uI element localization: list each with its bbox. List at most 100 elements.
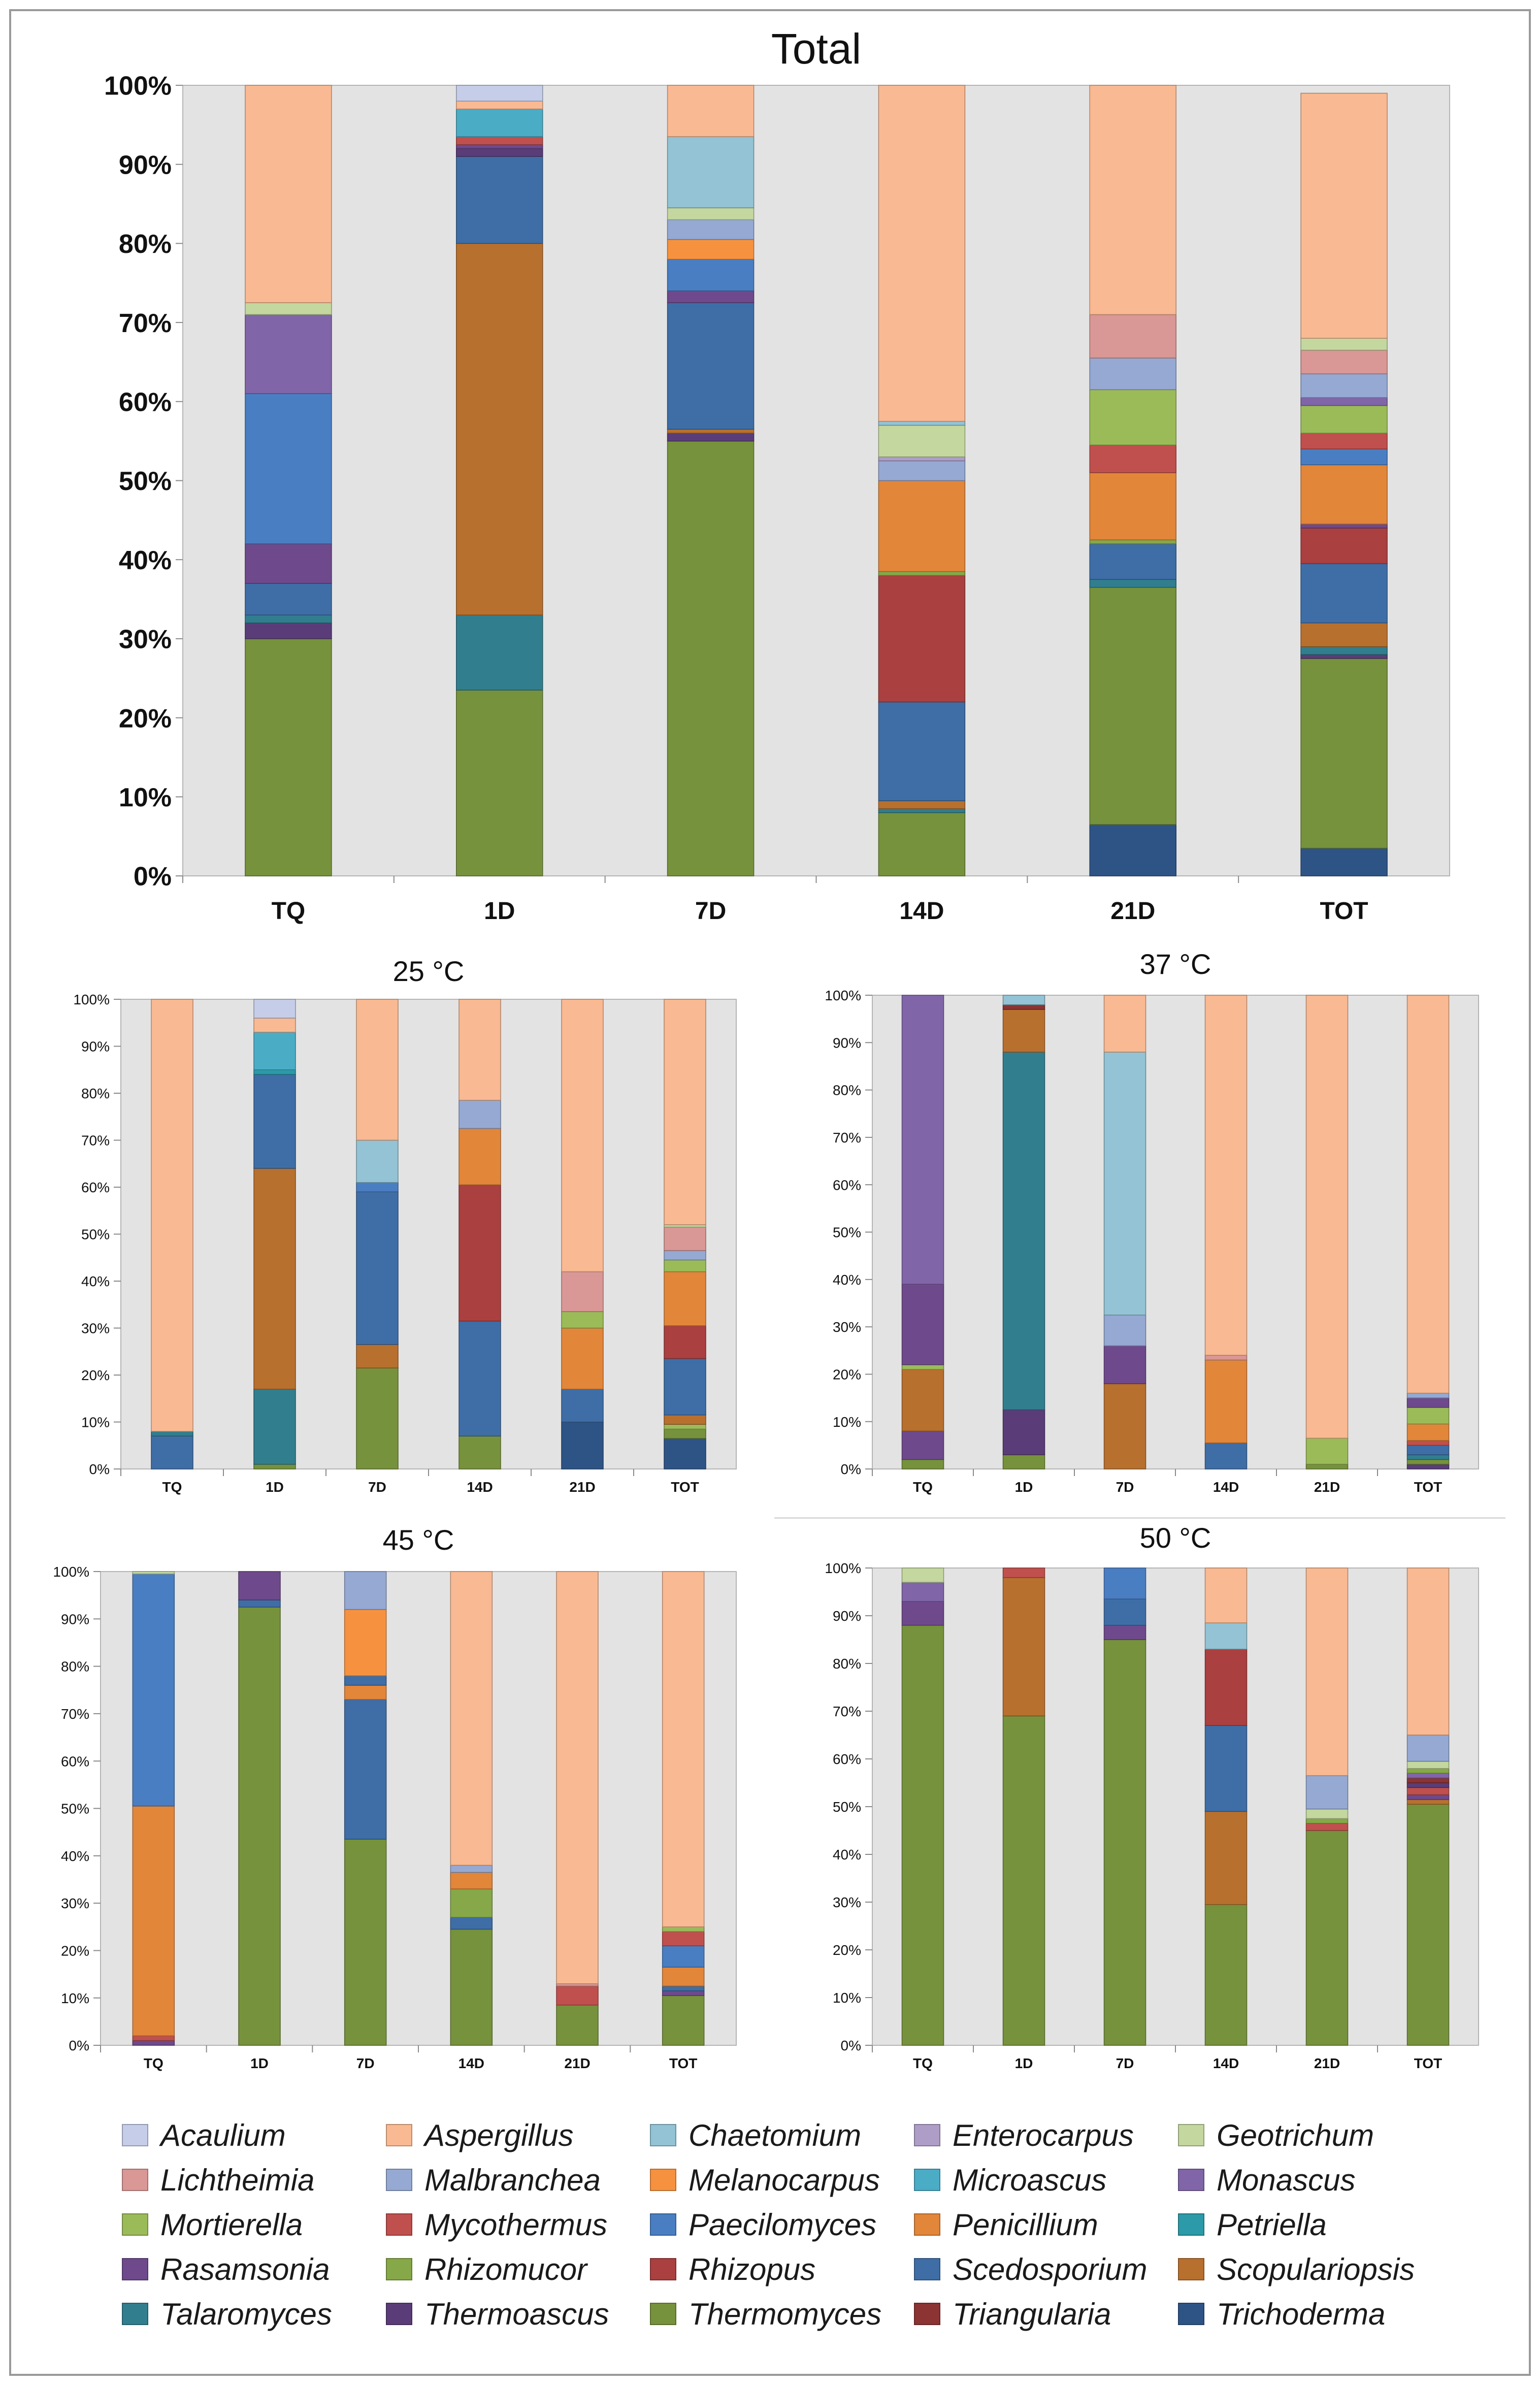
bar-segment-aspergillus — [1300, 92, 1388, 339]
x-tick-label: 7D — [695, 898, 726, 925]
legend-item-aspergillus: Aspergillus — [386, 2118, 573, 2152]
y-tick-label: 80% — [81, 1086, 110, 1101]
legend-label: Paecilomyces — [689, 2207, 877, 2242]
legend-label: Thermoascus — [424, 2297, 609, 2331]
y-tick-label: 50% — [61, 1801, 89, 1817]
bar-segment-monascus — [245, 314, 332, 394]
bar-segment-aspergillus — [456, 101, 543, 110]
bar-segment-scopulariopsis — [1002, 1577, 1045, 1717]
bar-segment-talaromyces — [253, 1389, 296, 1465]
bar-segment-malbranchea — [450, 1865, 493, 1873]
y-tick-label: 40% — [61, 1848, 89, 1864]
bar-segment-geotrichum — [132, 1571, 175, 1575]
bar-segment-mortierella — [1406, 1407, 1450, 1425]
bar-segment-mortierella — [561, 1311, 604, 1329]
bar-segment-scedosporium — [344, 1699, 387, 1840]
bar-segment-thermoascus — [245, 623, 332, 639]
legend-label: Rasamsonia — [160, 2252, 330, 2286]
y-tick-label: 40% — [81, 1273, 110, 1289]
bar-segment-thermomyces — [1305, 1830, 1349, 2046]
y-tick-label: 10% — [81, 1415, 110, 1430]
bar-segment-scopulariopsis — [1300, 623, 1388, 647]
bar-segment-thermomyces — [238, 1607, 281, 2046]
legend-swatch — [1178, 2303, 1204, 2325]
bar-segment-thermoascus — [1406, 1782, 1450, 1788]
y-tick-label: 70% — [833, 1130, 861, 1146]
bar-segment-scedosporium — [456, 156, 543, 244]
legend-swatch — [386, 2258, 412, 2280]
bar-segment-talaromyces — [245, 614, 332, 624]
x-tick-label: TOT — [1320, 898, 1368, 925]
legend-item-rhizopus: Rhizopus — [650, 2252, 816, 2286]
x-tick-label: TOT — [1414, 2055, 1442, 2071]
legend-label: Acaulium — [160, 2118, 286, 2152]
chart-0: Total 0% 10% 20% 30% 40% 50% 60% 70% 80% 90% 100% TQ… — [104, 25, 1450, 925]
legend-item-acaulium: Acaulium — [122, 2118, 286, 2152]
bar-segment-rhizomucor — [1305, 1818, 1349, 1824]
bar-segment-paecilomyces — [667, 258, 755, 291]
bar-segment-thermomyces — [1103, 1639, 1146, 2046]
legend-label: Chaetomium — [689, 2118, 862, 2152]
legend-item-triangularia: Triangularia — [914, 2297, 1111, 2331]
bar-segment-mortierella — [1305, 1437, 1349, 1465]
bar-segment-triangularia — [1406, 1777, 1450, 1783]
y-tick-label: 0% — [134, 862, 172, 892]
bar-segment-mycothermus — [1300, 433, 1388, 449]
legend-item-rhizomucor: Rhizomucor — [386, 2252, 587, 2286]
bar-segment-chaetomium — [1204, 1622, 1248, 1650]
bar-segment-thermoascus — [1002, 1409, 1045, 1455]
bar-segment-geotrichum — [667, 207, 755, 220]
y-tick-label: 30% — [81, 1321, 110, 1336]
bar-segment-rhizopus — [664, 1325, 706, 1359]
bar-segment-lichtheimia — [1089, 314, 1176, 358]
bar-segment-mortierella — [1300, 405, 1388, 434]
chart-title: Total — [771, 25, 861, 73]
bar-segment-geotrichum — [878, 424, 966, 458]
y-tick-label: 30% — [61, 1896, 89, 1911]
legend-item-geotrichum: Geotrichum — [1178, 2118, 1374, 2152]
bar-segment-thermomyces — [1300, 658, 1388, 849]
bar-segment-thermomyces — [1002, 1454, 1045, 1469]
y-tick-label: 90% — [81, 1039, 110, 1055]
bar-segment-mycothermus — [1089, 444, 1176, 473]
bar-segment-geotrichum — [1305, 1808, 1349, 1819]
bar-segment-lichtheimia — [1204, 1355, 1248, 1361]
x-tick-label: 14D — [1213, 2055, 1239, 2071]
legend-swatch — [914, 2169, 940, 2191]
bar-segment-aspergillus — [253, 1018, 296, 1033]
legend-item-rasamsonia: Rasamsonia — [122, 2252, 330, 2286]
x-tick-label: TQ — [272, 898, 306, 925]
bar-segment-penicillium — [1089, 472, 1176, 541]
bar-segment-thermomyces — [1204, 1904, 1248, 2046]
bar-segment-rasamsonia — [1406, 1397, 1450, 1408]
bar-segment-rasamsonia — [1406, 1794, 1450, 1800]
bar-segment-scopulariopsis — [878, 800, 966, 809]
legend-item-chaetomium: Chaetomium — [650, 2118, 862, 2152]
bar-segment-aspergillus — [356, 999, 399, 1141]
legend-item-petriella: Petriella — [1178, 2208, 1327, 2242]
legend-swatch — [386, 2213, 412, 2236]
x-tick-label: 21D — [1110, 898, 1155, 925]
bar-segment-mycothermus — [132, 2035, 175, 2041]
legend-label: Monascus — [1217, 2163, 1356, 2197]
bar-segment-aspergillus — [1305, 1567, 1349, 1776]
bar-segment-scedosporium — [458, 1320, 501, 1436]
legend-label: Rhizopus — [689, 2252, 816, 2286]
y-tick-label: 100% — [53, 1564, 89, 1580]
bar-segment-monascus — [901, 1582, 944, 1602]
bar-segment-thermomyces — [901, 1625, 944, 2046]
y-tick-label: 50% — [81, 1227, 110, 1243]
bar-segment-trichoderma — [1089, 824, 1176, 876]
bar-segment-aspergillus — [450, 1571, 493, 1866]
bar-segment-scedosporium — [664, 1358, 706, 1416]
x-tick-label: 21D — [569, 1479, 595, 1495]
bar-segment-scedosporium — [344, 1675, 387, 1686]
bar-segment-scopulariopsis — [667, 429, 755, 434]
y-tick-label: 30% — [833, 1319, 861, 1335]
y-tick-label: 30% — [119, 625, 172, 655]
chart-2: 37 °C 0% 10% 20% 30% 40% 50% 60% 70% 80% 90% 100% TQ… — [825, 948, 1479, 1495]
legend-label: Mortierella — [160, 2207, 303, 2242]
bar-segment-mortierella — [662, 1926, 705, 1932]
bar-segment-rhizomucor — [1406, 1768, 1450, 1774]
bar-segment-lichtheimia — [561, 1271, 604, 1312]
